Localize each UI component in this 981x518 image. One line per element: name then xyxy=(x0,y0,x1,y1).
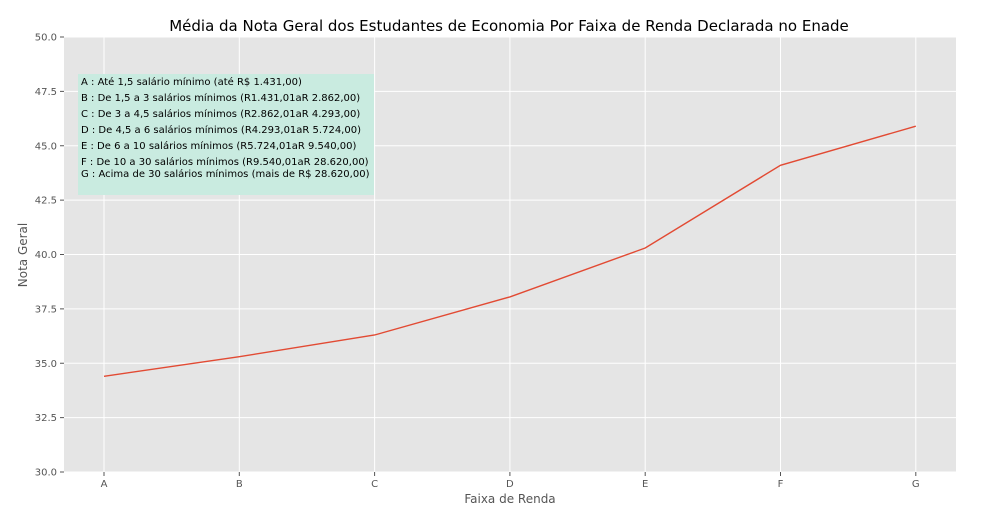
x-tick-label: G xyxy=(912,479,920,490)
data-point xyxy=(644,246,647,249)
y-axis-ticks: 30.0 32.5 35.0 37.5 40.0 42.5 45.0 47.5 50.0 xyxy=(35,33,64,479)
y-tick-label: 35.0 xyxy=(35,359,57,370)
y-tick-label: 45.0 xyxy=(35,141,57,152)
data-point xyxy=(779,164,782,167)
x-tick-label: D xyxy=(506,479,514,490)
y-tick-label: 37.5 xyxy=(35,304,57,315)
y-tick-label: 32.5 xyxy=(35,413,57,424)
annotation-line: D : De 4,5 a 6 salários mínimos (R4.293,… xyxy=(81,124,361,136)
x-tick-label: C xyxy=(371,479,378,490)
annotation-line: C : De 3 a 4,5 salários mínimos (R2.862,… xyxy=(81,108,360,120)
annotation-line: A : Até 1,5 salário mínimo (até R$ 1.431… xyxy=(81,76,302,88)
y-tick-label: 40.0 xyxy=(35,250,57,261)
x-tick-label: E xyxy=(642,479,648,490)
y-tick-label: 47.5 xyxy=(35,87,57,98)
annotation-line: G : Acima de 30 salários mínimos (mais d… xyxy=(81,168,370,180)
data-point xyxy=(103,375,106,378)
annotation-line: E : De 6 a 10 salários mínimos (R5.724,0… xyxy=(81,140,357,152)
x-tick-label: A xyxy=(101,479,108,490)
y-tick-label: 50.0 xyxy=(35,33,57,44)
data-point xyxy=(508,295,511,298)
y-tick-label: 30.0 xyxy=(35,468,57,479)
x-axis-label: Faixa de Renda xyxy=(464,492,555,506)
annotation-background xyxy=(78,74,374,195)
data-point xyxy=(914,125,917,128)
y-axis-label: Nota Geral xyxy=(16,223,30,288)
x-tick-label: B xyxy=(236,479,243,490)
series-line xyxy=(103,125,916,377)
legend-annotation-box: A : Até 1,5 salário mínimo (até R$ 1.431… xyxy=(78,74,374,195)
annotation-line: F : De 10 a 30 salários mínimos (R9.540,… xyxy=(81,156,369,168)
data-point xyxy=(373,333,376,336)
chart-title: Média da Nota Geral dos Estudantes de Ec… xyxy=(169,17,849,35)
data-point xyxy=(238,355,241,358)
y-tick-label: 42.5 xyxy=(35,196,57,207)
x-axis-ticks: A B C D E F G xyxy=(101,472,920,490)
series-line-group xyxy=(103,125,917,378)
x-tick-label: F xyxy=(778,479,784,490)
annotation-line: B : De 1,5 a 3 salários mínimos (R1.431,… xyxy=(81,92,360,104)
